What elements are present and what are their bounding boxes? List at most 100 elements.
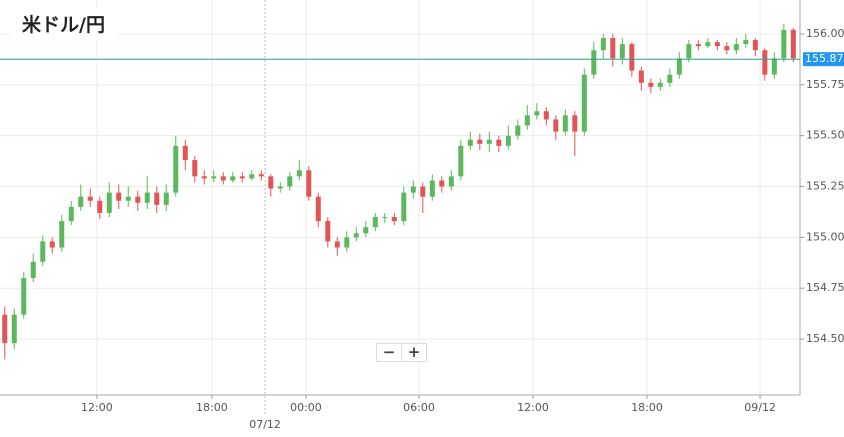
candle-body <box>667 74 673 83</box>
candle-body <box>59 221 65 248</box>
candle-body <box>724 46 730 51</box>
candle-body <box>705 42 711 47</box>
candle-body <box>154 192 160 205</box>
y-tick-label: 154.500 <box>806 332 844 345</box>
current-price-label: 155.876 <box>805 52 844 65</box>
candle-body <box>163 192 169 205</box>
y-tick-label: 155.750 <box>806 78 844 91</box>
candle-body <box>439 180 445 187</box>
zoom-controls: − + <box>376 343 427 362</box>
candle-body <box>524 115 530 126</box>
candle-body <box>11 314 17 344</box>
candle-body <box>467 139 473 146</box>
candle-body <box>296 170 302 177</box>
candle-body <box>2 314 8 344</box>
y-tick-label: 154.750 <box>806 281 844 294</box>
chart-title: 米ドル/円 <box>10 8 117 39</box>
x-tick-label: 12:00 <box>517 401 549 414</box>
y-tick-label: 155.500 <box>806 129 844 142</box>
candle-body <box>562 115 568 132</box>
candle-body <box>553 119 559 132</box>
candle-body <box>173 145 179 193</box>
candle-body <box>353 233 359 238</box>
candle-body <box>220 176 226 181</box>
candle-body <box>116 192 122 201</box>
candle-body <box>182 145 188 161</box>
candle-body <box>762 50 768 75</box>
current-price-box <box>803 52 844 67</box>
candle-body <box>448 176 454 187</box>
candle-body <box>40 241 46 262</box>
candle-body <box>629 44 635 71</box>
candle-body <box>657 82 663 87</box>
date-label: 07/12 <box>249 418 281 431</box>
candle-body <box>306 170 312 197</box>
candle-body <box>781 29 787 59</box>
candle-body <box>287 176 293 187</box>
candle-body <box>572 115 578 132</box>
candle-body <box>249 174 255 179</box>
candle-body <box>496 139 502 146</box>
candle-body <box>344 237 350 248</box>
candle-body <box>192 160 198 177</box>
candle-body <box>676 58 682 75</box>
candle-body <box>230 176 236 181</box>
candle-body <box>135 196 141 203</box>
candle-body <box>543 111 549 120</box>
candle-body <box>591 50 597 75</box>
candle-body <box>87 196 93 201</box>
candle-body <box>277 186 283 189</box>
candle-body <box>648 82 654 87</box>
candle-body <box>125 196 131 201</box>
candle-body <box>505 135 511 146</box>
y-tick-label: 155.000 <box>806 230 844 243</box>
candle-body <box>401 192 407 222</box>
candle-body <box>268 176 274 189</box>
candle-body <box>21 278 27 315</box>
candle-body <box>429 180 435 197</box>
candle-body <box>144 192 150 203</box>
candle-body <box>486 139 492 144</box>
x-tick-label: 18:00 <box>631 401 663 414</box>
candle-body <box>619 44 625 59</box>
x-tick-label: 06:00 <box>403 401 435 414</box>
candle-body <box>695 44 701 47</box>
candle-body <box>410 186 416 193</box>
candle-body <box>686 44 692 59</box>
candle-body <box>334 241 340 248</box>
y-tick-label: 155.250 <box>806 180 844 193</box>
x-tick-label: 12:00 <box>81 401 113 414</box>
candle-body <box>790 29 796 59</box>
candle-body <box>315 196 321 222</box>
candle-body <box>714 42 720 47</box>
x-tick-label: 09/12 <box>744 401 776 414</box>
candle-body <box>30 261 36 279</box>
candle-body <box>201 176 207 179</box>
candle-body <box>534 111 540 116</box>
x-tick-label: 18:00 <box>196 401 228 414</box>
candle-body <box>515 125 521 136</box>
candle-body <box>391 217 397 222</box>
x-tick-label: 00:00 <box>290 401 322 414</box>
candle-body <box>258 174 264 177</box>
candle-body <box>363 227 369 234</box>
candle-body <box>239 176 245 179</box>
candle-body <box>743 40 749 45</box>
candle-body <box>477 139 483 144</box>
candle-body <box>106 192 112 213</box>
candle-body <box>771 58 777 75</box>
candle-body <box>752 40 758 51</box>
candle-body <box>600 38 606 51</box>
y-tick-label: 156.000 <box>806 27 844 40</box>
candle-body <box>78 196 84 207</box>
candle-body <box>49 241 55 248</box>
candle-body <box>382 217 388 219</box>
zoom-in-button[interactable]: + <box>401 344 426 361</box>
zoom-out-button[interactable]: − <box>382 343 396 361</box>
candle-body <box>325 221 331 242</box>
candle-body <box>372 217 378 228</box>
candle-body <box>68 206 74 222</box>
candle-body <box>420 186 426 197</box>
